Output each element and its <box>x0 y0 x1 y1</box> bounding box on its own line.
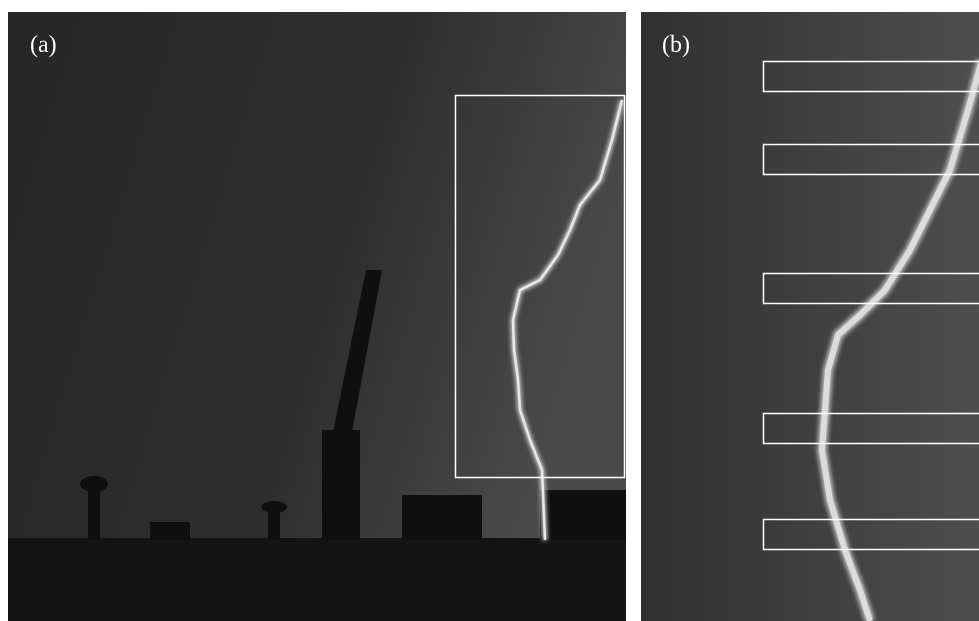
panel-a: (a) <box>8 12 626 621</box>
ground <box>8 538 626 621</box>
page: (a) (b) (() => { const data = JSON.parse… <box>0 0 979 621</box>
panel-label: (b) <box>662 32 690 58</box>
panel-b-background <box>641 12 979 621</box>
figure: (a) (b) <box>0 0 979 621</box>
panel-label: (a) <box>30 32 57 58</box>
panel-b: (b) <box>641 12 979 621</box>
panel-a-background <box>8 12 626 621</box>
